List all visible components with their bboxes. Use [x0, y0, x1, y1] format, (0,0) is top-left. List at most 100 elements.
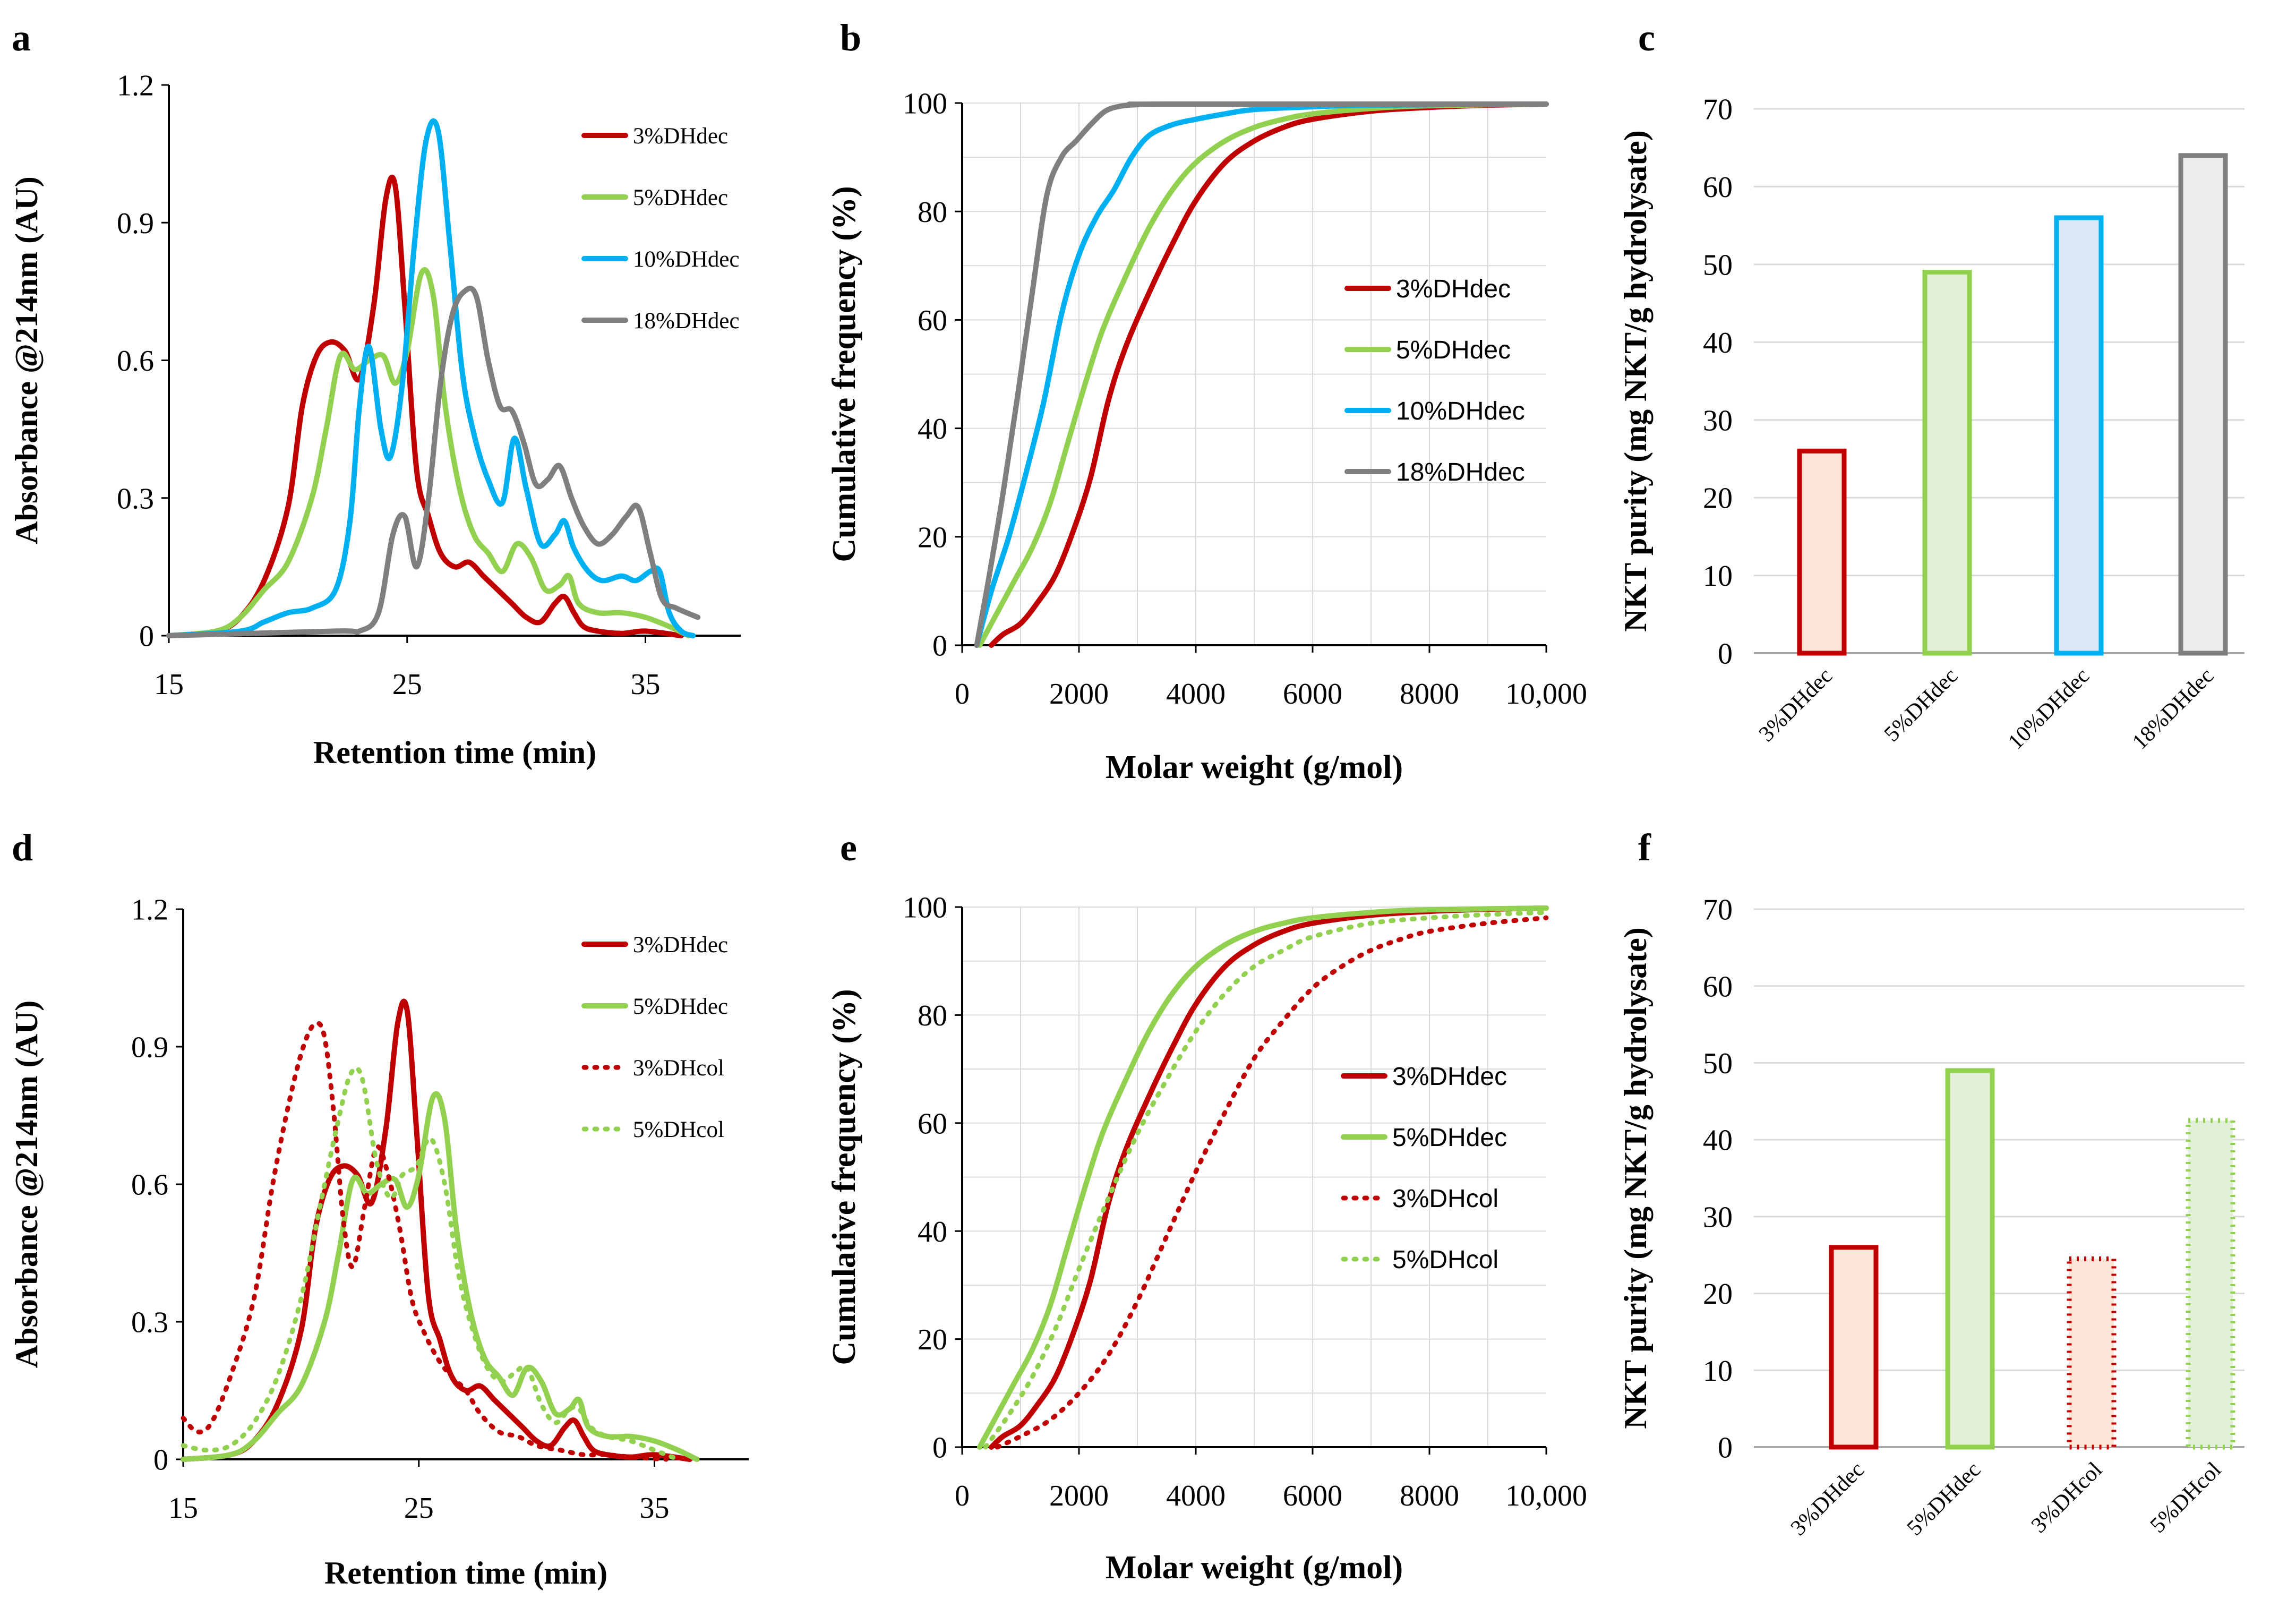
legend-label: 3%DHcol [633, 1056, 724, 1081]
y-tick-label: 0 [932, 630, 947, 663]
y-tick-label: 0.3 [117, 482, 154, 515]
y-axis-label: Cumulative frequency (%) [826, 989, 862, 1365]
legend-label: 3%DHdec [1392, 1063, 1507, 1091]
panel-f-chart: f 0 10 20 30 40 50 60 70 3%DHdec 5%DHdec 3%DHcol 5%D… [1618, 826, 2244, 1541]
y-tick-label: 0 [139, 620, 154, 653]
y-tick-label: 0.9 [131, 1031, 168, 1064]
y-tick-label: 30 [1703, 404, 1733, 437]
panel-letter: a [12, 16, 31, 59]
y-tick-label: 40 [918, 413, 947, 446]
x-category-label: 18%DHdec [2128, 664, 2218, 755]
y-tick-label: 100 [903, 88, 947, 121]
x-category-label: 3%DHcol [2027, 1458, 2107, 1538]
y-tick-label: 20 [918, 521, 947, 554]
y-axis-label: NKT purity (mg NKT/g hydrolysate) [1618, 927, 1653, 1429]
y-tick-label: 0 [153, 1444, 168, 1477]
x-tick-label: 6000 [1283, 678, 1342, 711]
legend-label: 18%DHdec [1396, 458, 1525, 486]
y-tick-label: 60 [918, 1107, 947, 1140]
panel-letter: f [1638, 826, 1651, 869]
y-tick-label: 70 [1703, 894, 1733, 927]
series-line-5pct-DHdec [977, 905, 1549, 1450]
y-tick-label: 60 [1703, 171, 1733, 204]
legend-label: 5%DHcol [633, 1117, 724, 1142]
panel-b-chart: b 0 20 40 60 80 100 0 2000 4000 6000 8000 10,000 Mola… [826, 16, 1587, 785]
series-line-5pct-DHcol [983, 910, 1549, 1450]
legend-label: 5%DHdec [1396, 336, 1511, 364]
legend-label: 5%DHdec [1392, 1124, 1507, 1152]
x-tick-label: 15 [154, 668, 184, 701]
bar-18pct-DHdec [2178, 153, 2228, 656]
y-axis-label: Cumulative frequency (%) [826, 186, 862, 562]
y-tick-label: 40 [918, 1216, 947, 1249]
y-tick-label: 70 [1703, 93, 1733, 126]
x-tick-label: 10,000 [1505, 678, 1587, 711]
x-tick-label: 8000 [1400, 678, 1459, 711]
panel-e-chart: e 0 20 40 60 80 100 0 2000 4000 6000 8000 10,000 Mola… [826, 826, 1587, 1586]
x-category-label: 3%DHdec [1754, 664, 1837, 747]
x-tick-label: 4000 [1166, 678, 1226, 711]
bar-5pct-DHcol [2186, 1118, 2235, 1450]
y-tick-label: 80 [918, 196, 947, 229]
x-tick-label: 0 [955, 678, 970, 711]
y-tick-label: 0.9 [117, 207, 154, 240]
series-line-3pct-DHcol [181, 1021, 669, 1462]
x-category-label: 3%DHdec [1786, 1458, 1869, 1541]
series-line-5pct-DHdec [166, 267, 691, 638]
legend-label: 3%DHdec [633, 933, 728, 957]
legend-label: 3%DHcol [1392, 1185, 1498, 1213]
x-category-label: 10%DHdec [2003, 664, 2094, 755]
panel-letter: e [840, 826, 857, 869]
legend-label: 5%DHdec [633, 185, 728, 210]
y-tick-label: 60 [1703, 970, 1733, 1003]
x-category-label: 5%DHdec [1903, 1458, 1985, 1541]
x-tick-label: 8000 [1400, 1480, 1459, 1512]
series-line-18pct-DHdec [166, 285, 701, 638]
x-tick-label: 4000 [1166, 1480, 1226, 1512]
series-line-3pct-DHdec [181, 998, 693, 1462]
legend-label: 10%DHdec [1396, 397, 1525, 425]
y-tick-label: 10 [1703, 1355, 1733, 1388]
panel-letter: b [840, 16, 861, 59]
x-tick-label: 10,000 [1505, 1480, 1587, 1512]
y-axis-label: NKT purity (mg NKT/g hydrolysate) [1618, 130, 1653, 632]
y-tick-label: 20 [918, 1323, 947, 1356]
bar-3pct-DHdec [1797, 448, 1847, 656]
series-line-3pct-DHdec [166, 175, 684, 638]
series-line-5pct-DHdec [181, 1091, 700, 1462]
series-line-10pct-DHdec [974, 101, 1549, 648]
series-line-3pct-DHcol [995, 915, 1549, 1450]
x-tick-label: 2000 [1049, 1480, 1109, 1512]
x-tick-label: 2000 [1049, 678, 1109, 711]
panel-a-chart: a 0 0.3 0.6 0.9 1.2 15 25 35 Retention time (min)… [9, 16, 741, 770]
x-tick-label: 25 [404, 1492, 434, 1525]
bar-5pct-DHdec [1922, 270, 1972, 656]
legend-label: 5%DHdec [633, 994, 728, 1019]
panel-letter: c [1638, 16, 1655, 59]
y-tick-label: 0.3 [131, 1306, 168, 1339]
y-tick-label: 0.6 [131, 1169, 168, 1202]
y-tick-label: 30 [1703, 1201, 1733, 1234]
bar-3pct-DHdec [1829, 1245, 1879, 1450]
y-tick-label: 10 [1703, 560, 1733, 593]
x-axis-label: Molar weight (g/mol) [1106, 1550, 1403, 1586]
y-tick-label: 20 [1703, 482, 1733, 515]
x-tick-label: 6000 [1283, 1480, 1342, 1512]
x-tick-label: 35 [631, 668, 661, 701]
x-category-label: 5%DHcol [2146, 1458, 2226, 1538]
x-tick-label: 35 [640, 1492, 670, 1525]
series-line-18pct-DHdec [974, 101, 1549, 648]
legend-label: 10%DHdec [633, 247, 740, 272]
y-tick-label: 1.2 [117, 70, 154, 102]
x-tick-label: 0 [955, 1480, 970, 1512]
x-axis-label: Retention time (min) [324, 1555, 607, 1591]
legend-label: 3%DHdec [1396, 275, 1511, 303]
y-tick-label: 50 [1703, 1047, 1733, 1080]
y-tick-label: 40 [1703, 1124, 1733, 1157]
legend-label: 3%DHdec [633, 124, 728, 149]
bar-3pct-DHcol [2067, 1256, 2117, 1450]
y-axis-label: Absorbance @214nm (AU) [9, 1001, 44, 1368]
y-tick-label: 0 [1718, 1432, 1733, 1465]
y-tick-label: 0 [932, 1432, 947, 1465]
